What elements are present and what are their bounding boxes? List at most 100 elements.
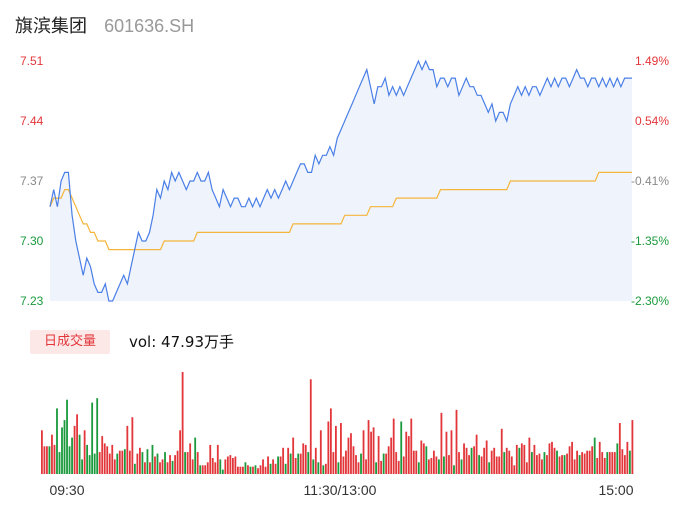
- volume-bar: [164, 452, 166, 474]
- y-tick-label: 7.37: [20, 174, 44, 188]
- volume-bar: [267, 456, 269, 474]
- volume-bar: [405, 431, 408, 474]
- volume-bar: [41, 430, 43, 474]
- volume-bar: [628, 450, 631, 474]
- volume-bar: [319, 430, 322, 474]
- volume-bar: [106, 446, 109, 474]
- volume-bar: [470, 447, 473, 474]
- volume-bar: [412, 450, 415, 474]
- daily-volume-tab[interactable]: 日成交量: [30, 330, 110, 354]
- volume-readout: vol: 47.93万手: [129, 331, 234, 352]
- volume-bar: [229, 455, 232, 474]
- volume-bar: [46, 446, 48, 474]
- volume-bar: [420, 440, 423, 474]
- volume-bar: [593, 437, 596, 474]
- volume-bar: [272, 459, 274, 474]
- volume-bar: [53, 444, 56, 474]
- volume-bar: [618, 423, 621, 474]
- volume-bar: [234, 456, 237, 474]
- volume-bar: [131, 417, 134, 474]
- volume-bar: [350, 433, 352, 474]
- x-tick-label: 09:30: [49, 482, 84, 498]
- volume-bar: [568, 446, 571, 474]
- volume-bar: [166, 462, 169, 474]
- volume-bar: [262, 459, 264, 474]
- volume-bar: [257, 468, 259, 474]
- volume-bar: [551, 441, 553, 474]
- y-tick-label: 7.44: [20, 114, 44, 128]
- volume-bar: [133, 463, 136, 474]
- volume-bar: [83, 430, 86, 474]
- volume-bar: [430, 458, 433, 474]
- volume-bar: [355, 455, 357, 474]
- volume-bar: [249, 466, 252, 474]
- volume-bar: [372, 427, 375, 474]
- volume-bar: [113, 459, 116, 474]
- volume-bar: [611, 452, 614, 474]
- volume-bar: [475, 434, 478, 474]
- volume-bar: [370, 431, 372, 474]
- volume-bar: [500, 428, 503, 474]
- volume-bar: [299, 453, 302, 474]
- volume-bar: [367, 420, 370, 474]
- volume-bar: [508, 450, 511, 474]
- volume-bar: [239, 466, 242, 474]
- volume-bar: [71, 437, 73, 474]
- volume-bar: [224, 459, 227, 474]
- price-area-fill: [50, 61, 632, 301]
- volume-bar: [289, 453, 292, 474]
- volume-bar: [530, 452, 533, 474]
- volume-bar: [58, 452, 61, 474]
- volume-bar: [247, 465, 249, 474]
- volume-bar: [443, 456, 445, 474]
- volume-bar: [375, 462, 377, 474]
- volume-bar: [480, 456, 483, 474]
- volume-bar: [264, 466, 267, 474]
- volume-bar: [400, 421, 403, 474]
- volume-bar: [211, 458, 214, 474]
- volume-bar: [576, 450, 579, 474]
- volume-bar: [128, 450, 131, 474]
- volume-bar: [345, 450, 347, 474]
- volume-bar: [252, 466, 254, 474]
- x-tick-label: 15:00: [598, 482, 633, 498]
- volume-bar: [103, 443, 106, 474]
- volume-bar: [144, 462, 146, 474]
- volume-bar: [448, 455, 450, 474]
- volume-bar: [518, 447, 521, 474]
- volume-bar: [279, 456, 282, 474]
- pct-tick-label: -0.41%: [631, 174, 669, 188]
- x-tick-label: 11:30/13:00: [304, 482, 377, 498]
- volume-bar: [81, 459, 84, 474]
- volume-bar: [417, 462, 420, 474]
- volume-bar: [616, 443, 619, 474]
- volume-bar: [204, 465, 207, 474]
- volume-bar: [154, 456, 156, 474]
- volume-bar: [126, 425, 129, 474]
- volume-bar: [136, 453, 139, 474]
- volume-bar: [284, 463, 287, 474]
- volume-bar: [360, 453, 362, 474]
- volume-bar: [523, 444, 526, 474]
- volume-bar: [533, 444, 536, 474]
- volume-bar: [603, 458, 606, 474]
- volume-bar: [269, 463, 272, 474]
- volume-bar: [322, 465, 325, 474]
- volume-bar: [209, 444, 212, 474]
- volume-bar: [541, 459, 543, 474]
- volume-bar: [465, 447, 468, 474]
- volume-bar: [488, 462, 491, 474]
- volume-bar: [468, 455, 470, 474]
- volume-bar: [438, 459, 440, 474]
- volume-bar: [191, 459, 194, 474]
- volume-bar: [380, 460, 383, 474]
- volume-bar: [425, 446, 428, 474]
- volume-bar: [334, 425, 337, 474]
- volume-bar: [435, 456, 438, 474]
- volume-bar: [460, 459, 463, 474]
- volume-bar: [48, 446, 51, 474]
- volume-bar: [415, 450, 418, 474]
- volume-bar: [179, 430, 182, 474]
- volume-bar: [141, 452, 144, 474]
- volume-bar: [146, 449, 149, 474]
